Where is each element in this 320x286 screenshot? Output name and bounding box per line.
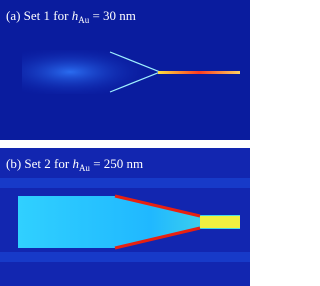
label-part: Au [79,163,90,173]
panel-a-label: (a) Set 1 for hAu = 30 nm [6,8,136,26]
label-part: = 30 nm [92,8,135,23]
wire-field [158,71,240,74]
band [0,252,250,262]
label-part: h [72,156,79,171]
label-part: (a) Set 1 for [6,8,69,23]
slab-field [18,196,240,248]
panel-a: (a) Set 1 for hAu = 30 nm [0,0,250,140]
label-part: = 250 nm [93,156,143,171]
label-part: Au [78,15,89,25]
label-part: h [72,8,79,23]
tip-field [200,216,240,228]
band [0,178,250,188]
panel-b: (b) Set 2 for hAu = 250 nm [0,148,250,286]
taper-edge [114,194,201,250]
label-part: (b) Set 2 for [6,156,70,171]
panel-b-label: (b) Set 2 for hAu = 250 nm [6,156,143,174]
taper-field [22,50,160,94]
figure: (a) Set 1 for hAu = 30 nm (b) Set 2 for … [0,0,250,286]
